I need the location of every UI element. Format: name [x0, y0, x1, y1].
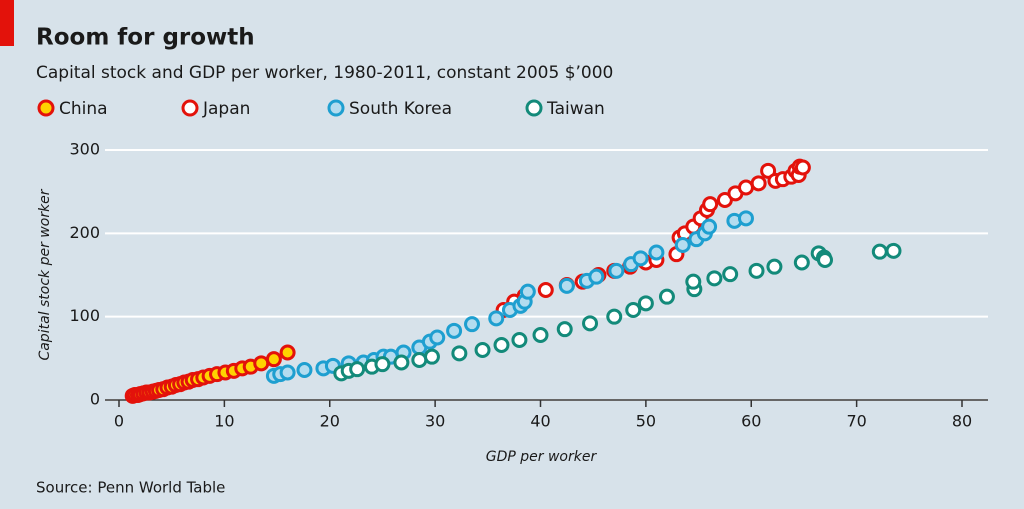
scatter-point [582, 315, 599, 332]
scatter-point [750, 175, 767, 192]
scatter-point [706, 270, 723, 287]
legend-marker [327, 99, 345, 117]
chart-subtitle: Capital stock and GDP per worker, 1980-2… [36, 63, 613, 83]
x-tick-label: 20 [320, 412, 340, 431]
scatter-point [737, 210, 754, 227]
scatter-point [253, 355, 270, 372]
scatter-point [558, 277, 575, 294]
scatter-point [702, 196, 719, 213]
scatter-point [423, 348, 440, 365]
y-tick-label: 0 [90, 390, 100, 409]
scatter-point [349, 361, 366, 378]
scatter-point [674, 237, 691, 253]
scatter-point [511, 332, 528, 348]
scatter-point [885, 242, 902, 259]
scatter-point [556, 321, 573, 338]
scatter-point [588, 268, 605, 285]
scatter-point [265, 351, 282, 368]
scatter-point [393, 354, 410, 371]
scatter-point [532, 327, 549, 343]
scatter-point [648, 244, 665, 261]
legend-label: South Korea [349, 99, 452, 119]
legend-label: Taiwan [546, 99, 605, 119]
y-axis-label: Capital stock per worker [37, 188, 53, 360]
legend-marker [181, 99, 199, 117]
x-tick-label: 70 [846, 412, 866, 431]
x-tick-label: 0 [114, 412, 124, 431]
scatter-point [608, 262, 625, 279]
scatter-point [794, 159, 811, 176]
scatter-point [766, 258, 783, 275]
scatter-point [737, 179, 754, 196]
scatter-point [451, 345, 468, 362]
scatter-point [748, 262, 765, 279]
scatter-point [519, 283, 536, 300]
scatter-point [793, 254, 810, 271]
scatter-point [871, 243, 888, 260]
scatter-point [701, 218, 718, 235]
x-tick-label: 80 [952, 412, 972, 431]
scatter-point [374, 356, 391, 373]
legend-marker [37, 99, 55, 117]
scatter-point [411, 352, 428, 368]
scatter-point [637, 295, 654, 312]
scatter-point [537, 282, 554, 298]
scatter-point [606, 308, 623, 325]
scatter-point [722, 266, 739, 283]
x-tick-label: 50 [636, 412, 656, 431]
scatter-point [493, 337, 510, 353]
scatter-point [464, 316, 481, 333]
y-tick-label: 300 [69, 140, 100, 159]
scatter-point [625, 302, 642, 318]
scatter-point [296, 362, 313, 378]
scatter-point [474, 342, 491, 358]
x-tick-label: 40 [530, 412, 550, 431]
x-axis-label: GDP per worker [486, 449, 598, 465]
legend-label: China [59, 99, 108, 119]
scatter-point [446, 322, 463, 339]
scatter-point [658, 288, 675, 305]
scatter-point [632, 250, 649, 267]
legend-label: Japan [202, 99, 250, 119]
scatter-point [817, 252, 834, 268]
chart-title: Room for growth [36, 25, 255, 51]
x-tick-label: 60 [741, 412, 761, 431]
y-tick-label: 200 [69, 223, 100, 242]
x-tick-label: 30 [425, 412, 445, 431]
x-tick-label: 10 [214, 412, 234, 431]
scatter-point [429, 329, 446, 346]
scatter-point [279, 364, 296, 381]
accent-bar [0, 0, 14, 46]
legend-marker [525, 99, 543, 117]
scatter-point [279, 344, 296, 361]
scatter-point [685, 273, 702, 290]
scatter-point [488, 310, 505, 327]
y-tick-label: 100 [69, 306, 100, 325]
source: Source: Penn World Table [36, 479, 225, 497]
